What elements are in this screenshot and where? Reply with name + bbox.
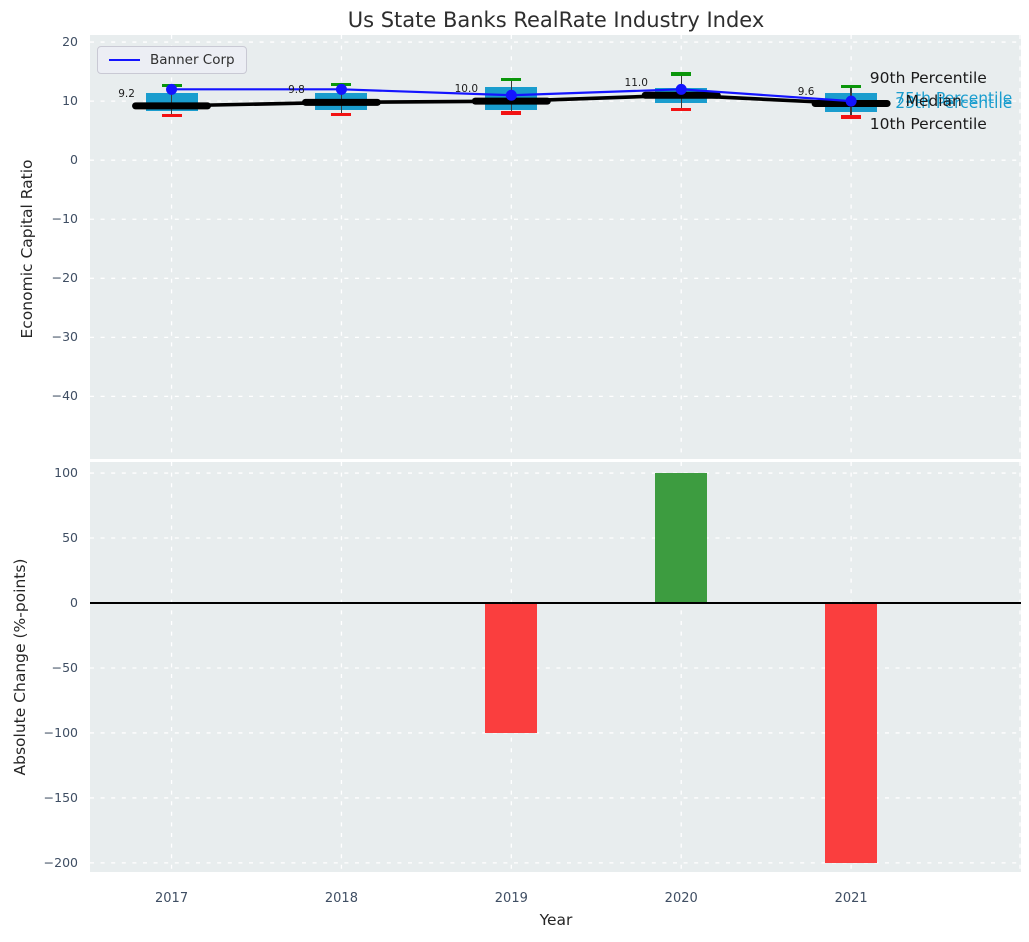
median-value-label: 9.2 (118, 87, 135, 100)
p90-cap (841, 84, 862, 88)
x-tick-label: 2020 (664, 891, 698, 906)
bottom-axes (90, 462, 1021, 872)
x-tick-label: 2018 (324, 891, 358, 906)
top-y-tick-label: −40 (51, 388, 78, 404)
top-y-tick-label: 10 (62, 93, 78, 109)
top-y-tick-label: 20 (62, 34, 78, 50)
x-tick-label: 2021 (834, 891, 868, 906)
p10-cap (331, 113, 352, 117)
median-value-label: 10.0 (454, 83, 479, 96)
p90-cap (501, 78, 522, 82)
bottom-y-tick-label: 100 (54, 465, 78, 481)
x-axis-label: Year (539, 911, 573, 929)
annotation-median: Median (905, 91, 962, 110)
banner-corp-marker (505, 89, 517, 101)
legend: Banner Corp (97, 46, 247, 74)
change-bar-2021 (825, 602, 878, 863)
top-axes: Banner Corp 9.2 9.8 10.0 11.0 9.6 90th Percen… (90, 35, 1021, 459)
banner-corp-marker (335, 83, 347, 95)
bottom-y-tick-label: −100 (43, 724, 78, 740)
p10-cap (501, 111, 522, 115)
legend-label: Banner Corp (150, 52, 235, 68)
annotation-25th-percentile: 25th Percentile (895, 93, 1013, 112)
bottom-y-tick-label: −50 (51, 659, 78, 675)
median-value-label: 9.8 (288, 84, 305, 97)
series-overlay (132, 83, 891, 110)
x-tick-label: 2019 (494, 891, 528, 906)
bottom-y-tick-label: −150 (43, 789, 78, 805)
legend-line-sample-icon (109, 59, 140, 61)
p10-cap (841, 115, 862, 119)
top-y-tick-label: −30 (51, 329, 78, 345)
top-y-axis-label: Economic Capital Ratio (18, 159, 36, 339)
p10-cap (161, 114, 182, 118)
x-tick-label: 2017 (155, 891, 189, 906)
median-value-label: 9.6 (797, 85, 815, 98)
top-y-tick-label: 0 (70, 152, 78, 168)
change-bar-2020 (655, 473, 708, 603)
annotation-10th-percentile: 10th Percentile (869, 115, 987, 134)
zero-line (90, 602, 1021, 604)
annotation-90th-percentile: 90th Percentile (869, 68, 987, 87)
banner-corp-marker (675, 83, 687, 95)
p90-cap (671, 72, 692, 76)
bottom-y-tick-label: 0 (70, 594, 78, 610)
top-y-tick-label: −10 (51, 211, 78, 227)
annotation-75th-percentile: 75th Percentile (895, 89, 1013, 108)
change-bar-2019 (485, 602, 538, 733)
median-value-label: 11.0 (624, 77, 648, 90)
chart-title: Us State Banks RealRate Industry Index (347, 8, 765, 32)
bottom-y-tick-label: 50 (62, 530, 78, 546)
gridlines (90, 462, 1021, 872)
whisker-line (170, 85, 173, 116)
banner-corp-marker (845, 95, 857, 107)
bottom-y-tick-label: −200 (43, 854, 78, 870)
top-y-tick-label: −20 (51, 270, 78, 286)
banner-corp-marker (166, 83, 178, 95)
p10-cap (671, 107, 692, 111)
